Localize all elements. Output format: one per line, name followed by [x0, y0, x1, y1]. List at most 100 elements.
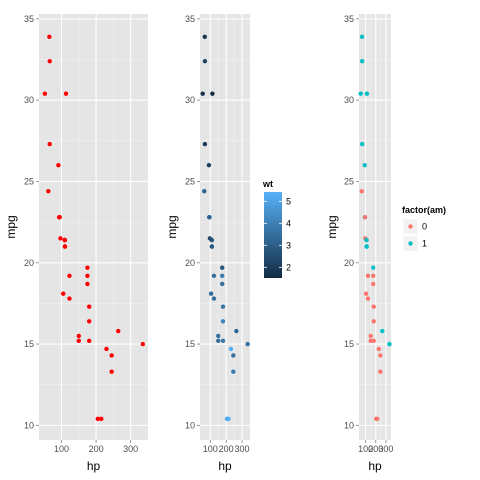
- legend-title: factor(am): [402, 205, 446, 215]
- data-point: [362, 163, 367, 168]
- x-axis-title: hp: [218, 459, 232, 473]
- y-tick-label: 35: [344, 14, 354, 24]
- x-tick-label: 200: [368, 444, 383, 454]
- legend-label: 1: [422, 239, 427, 249]
- data-point: [211, 296, 217, 301]
- data-point: [99, 416, 104, 422]
- y-tick-label: 30: [24, 95, 34, 105]
- data-point: [375, 416, 380, 422]
- y-tick-label: 15: [24, 339, 34, 349]
- data-point: [216, 338, 221, 344]
- data-point: [380, 328, 385, 334]
- data-point: [86, 304, 92, 309]
- data-point: [47, 141, 52, 147]
- data-point: [47, 34, 52, 39]
- data-point: [95, 416, 101, 422]
- data-point: [216, 333, 221, 339]
- data-point: [358, 91, 363, 96]
- panel-1: 10 15 20 25 30 35 100 200 300 hp mpg: [4, 14, 148, 473]
- colorbar-label: 5: [286, 196, 291, 206]
- data-point: [387, 341, 392, 347]
- y-tick-label: 25: [185, 176, 195, 186]
- y-tick-label: 35: [24, 14, 34, 24]
- data-point: [220, 281, 225, 287]
- y-tick-label: 20: [185, 258, 195, 268]
- x-tick-label: 300: [235, 444, 250, 454]
- colorbar-label: 4: [286, 218, 291, 228]
- x-axis-title: hp: [368, 459, 382, 473]
- x-tick-label: 100: [203, 444, 218, 454]
- data-point: [220, 265, 225, 270]
- data-point: [364, 91, 370, 96]
- data-point: [365, 296, 371, 301]
- data-point: [378, 369, 383, 374]
- data-point: [209, 237, 214, 243]
- am-legend: factor(am) 0 1: [402, 205, 446, 252]
- x-tick-label: 300: [123, 444, 138, 454]
- data-point: [362, 215, 368, 220]
- data-point: [207, 215, 212, 220]
- y-tick-label: 10: [185, 420, 195, 430]
- data-point: [210, 91, 215, 96]
- x-tick-label: 200: [89, 444, 104, 454]
- data-point: [63, 91, 69, 96]
- data-point: [46, 189, 51, 194]
- data-point: [220, 319, 226, 324]
- data-point: [85, 281, 90, 287]
- data-point: [76, 333, 81, 339]
- colorbar-label: 3: [286, 240, 291, 250]
- data-point: [364, 244, 369, 249]
- data-point: [359, 34, 365, 39]
- data-point: [140, 341, 146, 347]
- data-point: [220, 338, 226, 344]
- data-point: [85, 265, 90, 270]
- data-point: [234, 328, 239, 334]
- y-tick-label: 30: [185, 95, 195, 105]
- data-point: [202, 34, 207, 39]
- y-tick-label: 20: [24, 258, 34, 268]
- data-point: [208, 291, 214, 296]
- data-point: [371, 319, 376, 324]
- data-point: [378, 353, 383, 358]
- data-point: [371, 273, 376, 278]
- data-point: [209, 244, 215, 249]
- y-tick-label: 35: [185, 14, 195, 24]
- data-point: [368, 338, 373, 344]
- legend-label: 0: [422, 222, 427, 232]
- legend-title: wt: [262, 179, 273, 189]
- data-point: [116, 328, 121, 334]
- data-point: [202, 58, 208, 64]
- y-tick-label: 25: [24, 176, 34, 186]
- x-tick-label: 300: [378, 444, 393, 454]
- data-point: [86, 338, 92, 344]
- data-point: [376, 346, 382, 352]
- legend-key-point: [408, 224, 413, 229]
- y-tick-label: 20: [344, 258, 354, 268]
- y-axis-title: mpg: [325, 215, 339, 238]
- data-point: [76, 338, 81, 344]
- colorbar: [264, 192, 282, 278]
- data-point: [42, 91, 48, 96]
- colorbar-label: 2: [286, 262, 291, 272]
- data-point: [359, 58, 365, 64]
- data-point: [62, 244, 68, 249]
- data-point: [109, 353, 114, 358]
- data-point: [67, 296, 72, 301]
- data-point: [58, 236, 63, 241]
- data-point: [47, 58, 52, 64]
- data-point: [371, 338, 376, 344]
- x-tick-label: 200: [219, 444, 234, 454]
- data-point: [57, 215, 62, 220]
- data-point: [359, 141, 365, 147]
- y-tick-label: 15: [344, 339, 354, 349]
- data-point: [368, 333, 373, 339]
- panel-background: [39, 14, 148, 440]
- data-point: [371, 304, 376, 309]
- data-point: [206, 163, 212, 168]
- x-tick-label: 100: [358, 444, 373, 454]
- y-tick-label: 15: [185, 339, 195, 349]
- data-point: [245, 341, 250, 347]
- y-axis-title: mpg: [165, 215, 179, 238]
- data-point: [228, 346, 234, 352]
